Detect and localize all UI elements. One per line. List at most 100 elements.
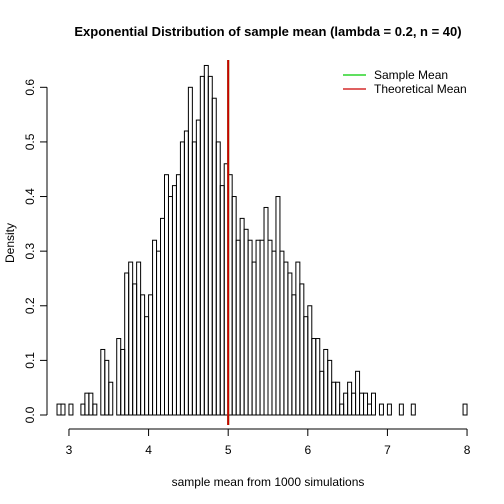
- x-tick-label: 7: [384, 443, 391, 457]
- histogram-bar: [359, 392, 365, 416]
- y-tick-label: 0.1: [23, 352, 37, 369]
- histogram-bar: [267, 239, 273, 416]
- y-axis-label: Density: [3, 223, 17, 263]
- histogram-bar: [367, 403, 372, 416]
- histogram-bar: [259, 239, 265, 416]
- histogram-bar: [378, 403, 384, 416]
- histogram-bar: [398, 403, 404, 416]
- histogram-bar: [88, 392, 94, 416]
- histogram-bar: [215, 141, 221, 416]
- histogram-bar: [287, 272, 293, 416]
- chart-legend: Sample Mean Theoretical Mean: [343, 68, 467, 96]
- histogram-bar: [371, 392, 376, 416]
- histogram-bar: [323, 348, 329, 416]
- histogram-bar: [144, 316, 150, 416]
- histogram-bar: [104, 359, 110, 416]
- histogram-bar: [386, 403, 392, 416]
- histogram-bar: [243, 228, 249, 416]
- histogram-bar: [108, 381, 114, 416]
- histogram-bar: [164, 174, 169, 416]
- histogram-bar: [271, 250, 277, 416]
- histogram-bar: [152, 239, 158, 416]
- histogram-bar: [116, 338, 122, 416]
- histogram-bar: [315, 338, 321, 416]
- histogram-bar: [68, 403, 74, 416]
- histogram-bar: [275, 196, 281, 416]
- histogram-bar: [343, 392, 349, 416]
- histogram-bar: [351, 392, 357, 416]
- histogram-bar: [128, 261, 134, 416]
- histogram-bar: [100, 348, 106, 416]
- histogram-bar: [211, 97, 217, 416]
- x-tick-label: 8: [464, 443, 471, 457]
- legend-label-sample-mean: Sample Mean: [374, 68, 448, 82]
- histogram-bar: [319, 370, 325, 416]
- histogram-bar: [136, 261, 142, 416]
- histogram-bar: [207, 75, 213, 416]
- histogram-bar: [183, 130, 189, 416]
- histogram-bar: [347, 381, 353, 416]
- histogram-bar: [291, 294, 297, 416]
- histogram-bar: [195, 119, 201, 416]
- x-axis-label: sample mean from 1000 simulations: [172, 475, 365, 489]
- x-tick-label: 5: [225, 443, 232, 457]
- histogram-bar: [239, 217, 245, 416]
- y-tick-label: 0.3: [23, 242, 37, 259]
- x-tick-label: 4: [145, 443, 152, 457]
- histogram-bar: [251, 261, 257, 416]
- histogram-bar: [156, 250, 162, 416]
- histogram-bar: [80, 403, 86, 416]
- x-tick-label: 6: [304, 443, 311, 457]
- histogram-bar: [339, 403, 345, 416]
- histogram-bar: [167, 196, 173, 416]
- histogram-bar: [175, 174, 181, 416]
- histogram-bar: [60, 403, 66, 416]
- histogram-bar: [299, 283, 305, 416]
- histogram-bar: [247, 239, 253, 416]
- histogram-bar: [179, 141, 185, 416]
- histogram-bar: [363, 392, 369, 416]
- histogram-bar: [283, 261, 289, 416]
- x-axis: 3 4 5 6 7 8: [66, 428, 471, 457]
- histogram-bar: [203, 64, 209, 416]
- histogram-bar: [219, 185, 225, 416]
- histogram-bar: [335, 381, 341, 416]
- histogram-bar: [462, 403, 468, 416]
- histogram-bar: [187, 86, 193, 416]
- histogram-bar: [255, 239, 261, 416]
- y-tick-label: 0.6: [23, 79, 37, 96]
- histogram-bar: [56, 403, 62, 416]
- histogram-bar: [148, 294, 154, 416]
- histogram-bar: [191, 141, 197, 416]
- histogram-bar: [235, 239, 241, 416]
- y-tick-label: 0.4: [23, 188, 37, 205]
- histogram-bar: [263, 206, 269, 416]
- histogram-bar: [171, 185, 177, 416]
- x-tick-label: 3: [66, 443, 73, 457]
- histogram-bar: [92, 403, 98, 416]
- histogram-bar: [140, 294, 146, 416]
- histogram-bar: [132, 283, 138, 416]
- histogram-bar: [124, 272, 130, 416]
- histogram-bar: [311, 338, 317, 416]
- histogram-bar: [279, 250, 285, 416]
- histogram-bar: [120, 348, 126, 416]
- histogram-bar: [355, 370, 361, 416]
- histogram-bar: [84, 392, 90, 416]
- legend-label-theoretical-mean: Theoretical Mean: [374, 82, 467, 96]
- histogram-bar: [307, 305, 313, 416]
- histogram-bar: [295, 261, 301, 416]
- histogram-bar: [410, 403, 416, 416]
- histogram-bar: [199, 75, 205, 416]
- histogram-bar: [231, 196, 237, 416]
- y-tick-label: 0.0: [23, 406, 37, 423]
- histogram-bars: [56, 64, 468, 416]
- histogram-bar: [303, 316, 309, 416]
- histogram-bar: [331, 381, 337, 416]
- chart-title: Exponential Distribution of sample mean …: [74, 24, 461, 39]
- histogram-bar: [327, 359, 333, 416]
- y-axis: 0.0 0.1 0.2 0.3 0.4 0.5 0.6: [23, 79, 48, 423]
- y-tick-label: 0.2: [23, 297, 37, 314]
- histogram-bar: [160, 217, 165, 416]
